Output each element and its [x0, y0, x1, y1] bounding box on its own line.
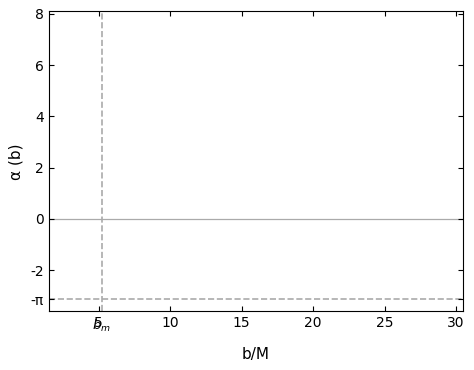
Text: $b_m$: $b_m$ — [92, 318, 111, 334]
Y-axis label: α (b): α (b) — [9, 143, 23, 179]
X-axis label: b/M: b/M — [242, 347, 270, 361]
